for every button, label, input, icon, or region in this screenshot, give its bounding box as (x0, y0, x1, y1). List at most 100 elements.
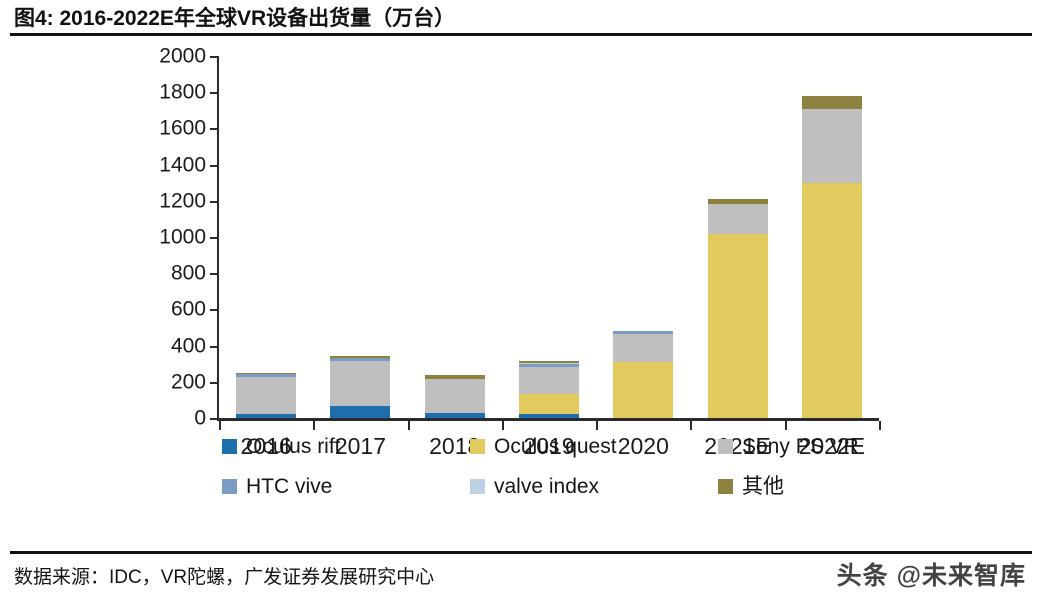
y-axis-tick-labels: 0 200 400 600 800 1000 1200 1400 1600 1800 2000 (150, 46, 206, 429)
bar-segment[interactable] (801, 95, 862, 110)
bar-segment[interactable] (236, 377, 297, 415)
x-tick-label: 2022E (798, 433, 866, 459)
legend-swatch-icon (470, 439, 485, 454)
bar-segment[interactable] (236, 374, 297, 378)
bar-segment[interactable] (330, 357, 391, 362)
y-tick-label: 200 (170, 370, 206, 394)
bar-stack[interactable] (707, 199, 768, 418)
bar-segment[interactable] (801, 109, 862, 183)
y-tick-mark (210, 381, 219, 384)
x-tick-mark (879, 421, 881, 430)
bar-segment[interactable] (707, 199, 768, 205)
y-tick-mark (210, 92, 219, 95)
legend-swatch-icon (222, 439, 237, 454)
bar-segment[interactable] (519, 363, 579, 365)
bar-segment[interactable] (613, 361, 674, 418)
legend-item[interactable]: Oculus rift (222, 436, 341, 457)
bar-segment[interactable] (330, 355, 391, 358)
bar-stack[interactable] (519, 361, 579, 418)
legend-swatch-icon (222, 479, 237, 494)
bar-group[interactable] (707, 56, 768, 418)
page-title: 图4: 2016-2022E年全球VR设备出货量（万台） (14, 7, 456, 30)
bar-segment[interactable] (519, 364, 579, 367)
bar-segment[interactable] (707, 204, 768, 235)
y-tick-mark (210, 200, 219, 203)
y-tick-mark (210, 237, 219, 239)
bar-group[interactable] (330, 56, 391, 418)
source-note: 数据来源：IDC，VR陀螺，广发证券发展研究中心 (14, 567, 435, 588)
y-tick-label: 800 (170, 261, 206, 285)
bar-segment[interactable] (330, 361, 391, 407)
y-tick-label: 1800 (159, 80, 206, 104)
bar-group[interactable] (613, 56, 674, 418)
legend-label: HTC vive (246, 475, 333, 498)
bar-segment[interactable] (613, 331, 674, 334)
bar-group[interactable] (519, 56, 579, 418)
y-tick-mark (210, 164, 219, 167)
bar-stack[interactable] (613, 331, 674, 418)
legend-item[interactable]: 其他 (718, 476, 784, 497)
x-tick-mark (219, 421, 221, 430)
legend-swatch-icon (718, 439, 733, 454)
y-tick-label: 0 (194, 406, 206, 430)
y-tick-label: 400 (170, 334, 206, 358)
plot-area (219, 56, 879, 418)
bar-group[interactable] (424, 56, 485, 418)
x-tick-mark (690, 421, 693, 430)
x-tick-mark (407, 421, 410, 430)
bar-segment[interactable] (424, 375, 485, 379)
x-tick-mark (501, 421, 504, 430)
y-tick-label: 2000 (159, 44, 206, 68)
y-tick-mark (210, 56, 219, 58)
bar-segment[interactable] (519, 366, 579, 394)
y-tick-label: 1000 (159, 225, 206, 249)
bar-segment[interactable] (519, 361, 579, 363)
title-divider (10, 33, 1032, 36)
stacked-bar-chart: 0 200 400 600 800 1000 1200 1400 1600 1800 2000 20… (0, 40, 1042, 540)
legend-label: 其他 (742, 475, 784, 498)
y-tick-mark (210, 309, 219, 312)
legend-item[interactable]: Sony PS VR (718, 436, 859, 457)
bar-segment[interactable] (236, 372, 297, 375)
bar-segment[interactable] (707, 234, 768, 418)
bar-stack[interactable] (330, 355, 391, 418)
y-tick-mark (210, 128, 219, 131)
bar-stack[interactable] (424, 375, 485, 418)
y-tick-label: 1600 (159, 116, 206, 140)
x-tick-mark (784, 421, 787, 430)
bar-segment[interactable] (424, 378, 485, 414)
legend-item[interactable]: Oculus quest (470, 436, 617, 457)
legend-label: Oculus rift (246, 435, 341, 458)
x-tick-mark (596, 421, 599, 430)
bar-stack[interactable] (801, 95, 862, 418)
legend-swatch-icon (718, 479, 733, 494)
legend-item[interactable]: HTC vive (222, 476, 332, 497)
bar-segment[interactable] (424, 413, 485, 418)
legend-label: Sony PS VR (742, 435, 859, 458)
x-tick-mark (313, 421, 316, 430)
legend-label: Oculus quest (494, 435, 617, 458)
bar-segment[interactable] (613, 333, 674, 362)
y-tick-label: 1400 (159, 153, 206, 177)
legend-swatch-icon (470, 479, 485, 494)
footer-divider (10, 551, 1032, 554)
bar-segment[interactable] (519, 393, 579, 415)
legend-item[interactable]: valve index (470, 476, 599, 497)
bar-segment[interactable] (519, 414, 579, 418)
legend-label: valve index (494, 475, 600, 498)
chart-legend: Oculus rift Oculus quest Sony PS VR HTC viv… (222, 436, 859, 516)
y-tick-label: 1200 (159, 189, 206, 213)
bar-segment[interactable] (236, 414, 297, 418)
bar-segment[interactable] (330, 406, 391, 418)
watermark: 头条 @未来智库 (836, 562, 1026, 590)
y-tick-mark (210, 273, 219, 276)
x-tick-label: 2020 (617, 433, 669, 459)
y-tick-mark (210, 418, 219, 420)
bar-group[interactable] (236, 56, 297, 418)
bar-segment[interactable] (801, 182, 862, 418)
x-tick-label: 2021E (704, 433, 771, 459)
bar-group[interactable] (801, 56, 862, 418)
x-tick-label: 2017 (334, 433, 387, 459)
bar-stack[interactable] (236, 372, 297, 418)
x-tick-label: 2019 (523, 433, 575, 459)
